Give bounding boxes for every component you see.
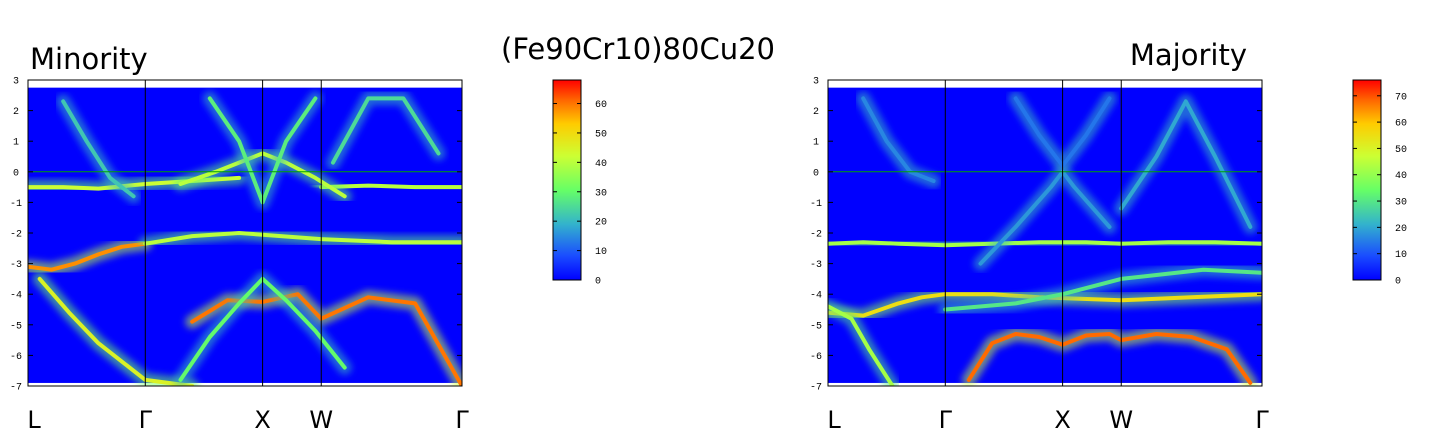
minority-x-tick-label-2: X (254, 406, 270, 434)
majority-x-tick-label-0: L (827, 406, 841, 434)
minority-band-1 (37, 276, 195, 386)
minority-colorbar-tick-label: 40 (595, 159, 607, 170)
majority-y-tick-label: 2 (813, 107, 819, 118)
majority-colorbar-tick-label: 40 (1395, 171, 1407, 182)
minority-band-9 (331, 96, 441, 165)
minority-colorbar-tick-label: 30 (595, 188, 607, 199)
majority-colorbar-tick-label: 20 (1395, 224, 1407, 235)
majority-title: Majority (1130, 38, 1247, 72)
majority-colorbar-tick-label: 0 (1395, 277, 1401, 288)
figure-title: (Fe90Cr10)80Cu20 (501, 32, 775, 66)
minority-colorbar-tick-label: 50 (595, 129, 607, 140)
majority-colorbar-tick-label: 10 (1395, 250, 1407, 261)
majority-band-6 (861, 96, 936, 183)
majority-band-1 (828, 292, 1262, 318)
majority-y-tick-label: -1 (810, 199, 822, 210)
majority-y-tick-label: -3 (810, 260, 822, 271)
minority-x-tick-label-3: W (309, 406, 333, 434)
minority-x-tick-label-1: Γ (139, 406, 153, 434)
majority-y-tick-label: -6 (810, 352, 822, 363)
majority-band-0 (828, 240, 1262, 248)
majority-bands (828, 91, 1262, 386)
minority-band-2 (143, 231, 462, 246)
majority-y-tick-label: -4 (810, 291, 822, 302)
minority-y-tick-label: -6 (10, 352, 22, 363)
majority-y-tick-label: 1 (813, 138, 819, 149)
majority-band-8 (943, 267, 1262, 312)
minority-colorbar-tick-label: 10 (595, 247, 607, 258)
majority-x-tick-label-1: Γ (939, 406, 953, 434)
majority-colorbar-tick-label: 30 (1395, 198, 1407, 209)
minority-y-tick-label: -7 (10, 383, 22, 394)
minority-y-tick-label: 3 (13, 77, 19, 88)
majority-x-tick-label-2: X (1054, 406, 1070, 434)
majority-y-tick-label: 0 (813, 168, 819, 179)
majority-band-4 (978, 169, 1112, 266)
minority-y-tick-label: -3 (10, 260, 22, 271)
majority-y-tick-label: 3 (813, 77, 819, 88)
minority-y-tick-label: -5 (10, 321, 22, 332)
minority-x-tick-label-4: Γ (455, 406, 469, 434)
majority-band-5 (1119, 99, 1253, 229)
minority-colorbar-tick-label: 60 (595, 100, 607, 111)
minority-colorbar (552, 79, 582, 281)
minority-band-10 (61, 99, 136, 199)
majority-band-3 (966, 332, 1253, 385)
majority-y-tick-label: -5 (810, 321, 822, 332)
majority-y-tick-label: -7 (810, 383, 822, 394)
majority-y-tick-label: -2 (810, 230, 822, 241)
majority-colorbar-tick-label: 50 (1395, 145, 1407, 156)
minority-colorbar-tick-label: 0 (595, 277, 601, 288)
minority-y-tick-label: 0 (13, 168, 19, 179)
minority-band-4 (319, 183, 462, 190)
majority-x-tick-label-3: W (1109, 406, 1133, 434)
minority-y-tick-label: -1 (10, 199, 22, 210)
minority-colorbar-tick-label: 20 (595, 218, 607, 229)
majority-colorbar-tick-label: 70 (1395, 92, 1407, 103)
majority-colorbar-tick-label: 60 (1395, 119, 1407, 130)
minority-bands (28, 91, 462, 386)
minority-x-tick-label-0: L (27, 406, 41, 434)
minority-y-tick-label: 1 (13, 138, 19, 149)
minority-title: Minority (30, 42, 148, 76)
majority-band-2 (828, 304, 895, 386)
minority-y-tick-label: -4 (10, 291, 22, 302)
majority-colorbar (1352, 79, 1382, 281)
minority-band-0 (28, 241, 148, 272)
minority-y-tick-label: 2 (13, 107, 19, 118)
minority-y-tick-label: -2 (10, 230, 22, 241)
majority-x-tick-label-4: Γ (1255, 406, 1269, 434)
